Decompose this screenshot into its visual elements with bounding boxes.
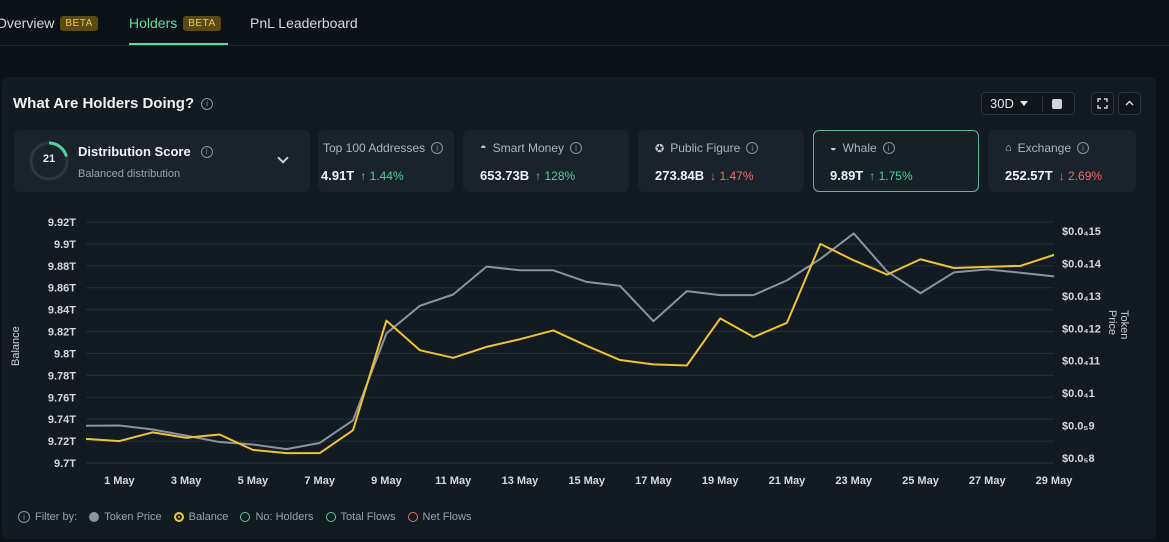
total-flows-dot <box>325 512 336 522</box>
filter-item-label: No: Holders <box>255 511 314 523</box>
stat-label: Exchange <box>1017 141 1072 155</box>
score-title: Distribution Score i <box>78 144 213 159</box>
stat-label: Top 100 Addresses <box>323 141 426 155</box>
filter-balance[interactable]: Balance <box>173 511 229 523</box>
stat-header: ◒ Whale i <box>830 141 895 155</box>
stat-value: 252.57T <box>1005 168 1053 183</box>
stat-change: ↑ 128% <box>535 168 576 183</box>
filter-token-price[interactable]: Token Price <box>89 511 162 523</box>
stat-value-row: 4.91T ↑ 1.44% <box>321 168 404 183</box>
score-ring <box>29 141 69 181</box>
score-title-text: Distribution Score <box>78 144 191 159</box>
stat-change: ↓ 1.47% <box>710 168 754 183</box>
stat-label: Public Figure <box>670 141 741 155</box>
stat-header: Top 100 Addresses i <box>323 141 444 155</box>
chevron-down-icon <box>1019 101 1028 106</box>
tab-holders[interactable]: Holders BETA <box>129 15 221 31</box>
stat-public-figure[interactable]: ✪ Public Figure i 273.84B ↓ 1.47% <box>638 130 804 192</box>
period-selector[interactable]: 30D <box>981 92 1075 115</box>
score-subtitle: Balanced distribution <box>78 168 181 180</box>
stat-top-100-addresses[interactable]: Top 100 Addresses i 4.91T ↑ 1.44% <box>318 130 454 192</box>
chevron-up-icon <box>1125 100 1134 106</box>
stat-value: 653.73B <box>480 168 530 183</box>
stat-value-row: 9.89T ↑ 1.75% <box>830 168 913 183</box>
stat-whale[interactable]: ◒ Whale i 9.89T ↑ 1.75% <box>813 130 979 192</box>
fullscreen-button[interactable] <box>1091 92 1114 115</box>
distribution-score-card[interactable]: 21 Distribution Score i Balanced distrib… <box>14 130 310 192</box>
stat-header: ⌂ Exchange i <box>1005 141 1090 155</box>
stat-header: ✪ Public Figure i <box>655 141 759 155</box>
chevron-down-icon[interactable] <box>277 152 289 164</box>
score-value: 21 <box>42 153 56 165</box>
stat-exchange[interactable]: ⌂ Exchange i 252.57T ↓ 2.69% <box>988 130 1136 192</box>
info-icon[interactable]: i <box>200 145 213 158</box>
stat-value-row: 273.84B ↓ 1.47% <box>655 168 754 183</box>
info-icon[interactable]: i <box>570 142 583 154</box>
stat-smart-money[interactable]: ◓ Smart Money i 653.73B ↑ 128% <box>463 130 629 192</box>
beta-badge: BETA <box>60 15 98 31</box>
top-nav: Overview BETA Holders BETA PnL Leaderboa… <box>0 0 1169 46</box>
smart-money-icon: ◓ <box>480 142 487 154</box>
exchange-icon: ⌂ <box>1005 142 1012 154</box>
stat-change: ↑ 1.44% <box>360 168 404 183</box>
no-holders-dot <box>240 512 251 522</box>
stat-change: ↑ 1.75% <box>869 168 913 183</box>
fullscreen-icon <box>1097 98 1108 109</box>
divider <box>1042 96 1043 112</box>
filter-bar: i Filter by: Token Price Balance No: Hol… <box>18 511 471 523</box>
info-icon[interactable]: i <box>201 97 214 110</box>
tab-holders-label: Holders <box>129 15 178 31</box>
net-flows-dot <box>407 512 418 522</box>
filter-no-holders[interactable]: No: Holders <box>240 511 314 523</box>
stat-value-row: 252.57T ↓ 2.69% <box>1005 168 1102 183</box>
panel-title-text: What Are Holders Doing? <box>13 95 195 112</box>
filter-label-text: Filter by: <box>35 511 78 523</box>
stat-label: Smart Money <box>492 141 565 155</box>
active-tab-indicator <box>129 43 228 45</box>
tab-pnl-leaderboard-label: PnL Leaderboard <box>250 15 358 31</box>
filter-label: i Filter by: <box>18 511 77 523</box>
stat-value: 4.91T <box>321 168 355 183</box>
stat-value: 273.84B <box>655 168 705 183</box>
collapse-button[interactable] <box>1118 92 1141 115</box>
y-axis-left-label: Balance <box>10 326 22 366</box>
tab-pnl-leaderboard[interactable]: PnL Leaderboard <box>250 15 358 31</box>
filter-item-label: Balance <box>188 511 229 523</box>
stat-value: 9.89T <box>830 168 864 183</box>
public-figure-icon: ✪ <box>655 142 665 155</box>
info-icon: i <box>18 511 30 523</box>
tab-overview[interactable]: Overview BETA <box>0 15 98 31</box>
info-icon[interactable]: i <box>431 142 444 154</box>
filter-total-flows[interactable]: Total Flows <box>325 511 396 523</box>
filter-item-label: Net Flows <box>422 511 472 523</box>
whale-icon: ◒ <box>830 142 837 154</box>
y-axis-right-label: Token Price <box>1106 310 1130 340</box>
stat-value-row: 653.73B ↑ 128% <box>480 168 575 183</box>
filter-net-flows[interactable]: Net Flows <box>407 511 472 523</box>
beta-badge: BETA <box>183 15 221 31</box>
stat-header: ◓ Smart Money i <box>480 141 583 155</box>
info-icon[interactable]: i <box>1077 142 1090 154</box>
filter-item-label: Token Price <box>104 511 162 523</box>
tab-overview-label: Overview <box>0 15 55 31</box>
balance-dot <box>173 512 184 522</box>
info-icon[interactable]: i <box>882 142 895 154</box>
calendar-icon[interactable] <box>1052 99 1062 109</box>
token-price-dot <box>89 512 100 522</box>
stat-label: Whale <box>842 141 877 155</box>
filter-item-label: Total Flows <box>340 511 396 523</box>
period-label: 30D <box>990 96 1014 111</box>
panel-title: What Are Holders Doing? i <box>13 95 214 112</box>
stat-change: ↓ 2.69% <box>1058 168 1103 183</box>
info-icon[interactable]: i <box>746 142 759 154</box>
